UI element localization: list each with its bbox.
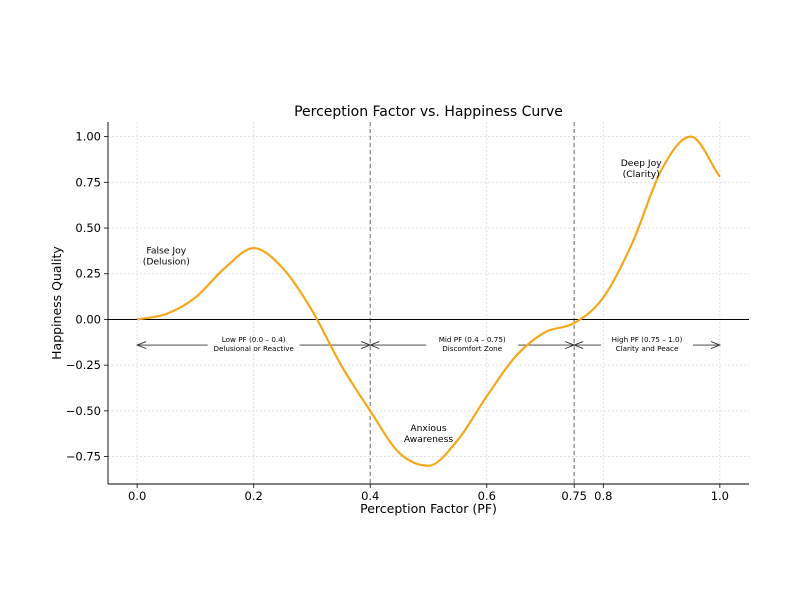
zone-arrow: Mid PF (0.4 – 0.75) Discomfort Zone: [368, 335, 576, 353]
x-axis-label: Perception Factor (PF): [360, 501, 497, 516]
y-tick-label: −0.75: [66, 450, 101, 464]
x-tick-label: 1.0: [711, 489, 729, 503]
annotation-line: (Clarity): [623, 169, 660, 180]
y-tick-label: 1.00: [75, 130, 101, 144]
x-tick-label: 0.0: [128, 489, 146, 503]
y-axis-label: Happiness Quality: [49, 246, 64, 360]
annotation-line: Anxious: [410, 423, 447, 434]
happiness-curve-line: [136, 135, 721, 467]
annotation-line: (Delusion): [143, 257, 190, 268]
annotations: False Joy (Delusion) Anxious Awareness Deep …: [143, 158, 662, 445]
annotation-label: False Joy (Delusion): [143, 246, 190, 268]
annotation-line: Awareness: [404, 434, 454, 445]
zone-label-line: Discomfort Zone: [442, 344, 502, 353]
arrow-head: [135, 341, 147, 349]
y-tick-label: 0.00: [75, 312, 101, 326]
y-tick-label: 0.75: [75, 175, 101, 189]
zone-label: Low PF (0.0 – 0.4) Delusional or Reactive: [213, 335, 294, 353]
y-tick-label: 0.25: [75, 267, 101, 281]
zone-arrow: Low PF (0.0 – 0.4) Delusional or Reactive: [135, 335, 372, 353]
y-tick-label: −0.25: [66, 358, 101, 372]
annotation-line: Deep Joy: [621, 158, 662, 169]
chart-title: Perception Factor vs. Happiness Curve: [294, 104, 563, 120]
annotation-line: False Joy: [146, 246, 186, 257]
series-layer: [136, 135, 721, 467]
arrow-head: [572, 341, 584, 349]
zone-label: High PF (0.75 – 1.0) Clarity and Peace: [612, 335, 683, 353]
zone-arrow: High PF (0.75 – 1.0) Clarity and Peace: [572, 335, 722, 353]
x-tick-label: 0.8: [594, 489, 612, 503]
tick-labels: 0.0 0.2 0.4 0.6 0.75 0.8 1.0 1.00 0.75 0.50 0.25 0.…: [66, 130, 729, 503]
arrow-head: [710, 341, 722, 349]
x-tick-label: 0.75: [561, 489, 587, 503]
x-tick-label: 0.2: [245, 489, 263, 503]
annotation-label: Deep Joy (Clarity): [621, 158, 662, 180]
zone-label-line: Clarity and Peace: [616, 344, 679, 353]
y-tick-label: −0.50: [66, 404, 101, 418]
x-tick-label: 0.6: [478, 489, 496, 503]
zone-label-line: High PF (0.75 – 1.0): [612, 335, 683, 344]
zone-label-line: Delusional or Reactive: [213, 344, 294, 353]
zone-label-line: Low PF (0.0 – 0.4): [222, 335, 286, 344]
arrow-head: [368, 341, 380, 349]
annotation-label: Anxious Awareness: [404, 423, 454, 445]
x-tick-label: 0.4: [361, 489, 379, 503]
zone-label-line: Mid PF (0.4 – 0.75): [439, 335, 506, 344]
y-tick-label: 0.50: [75, 221, 101, 235]
zone-label: Mid PF (0.4 – 0.75) Discomfort Zone: [439, 335, 506, 353]
axes: [104, 122, 749, 488]
zone-dividers: [369, 122, 575, 484]
zone-arrows: Low PF (0.0 – 0.4) Delusional or Reactive…: [135, 335, 722, 353]
